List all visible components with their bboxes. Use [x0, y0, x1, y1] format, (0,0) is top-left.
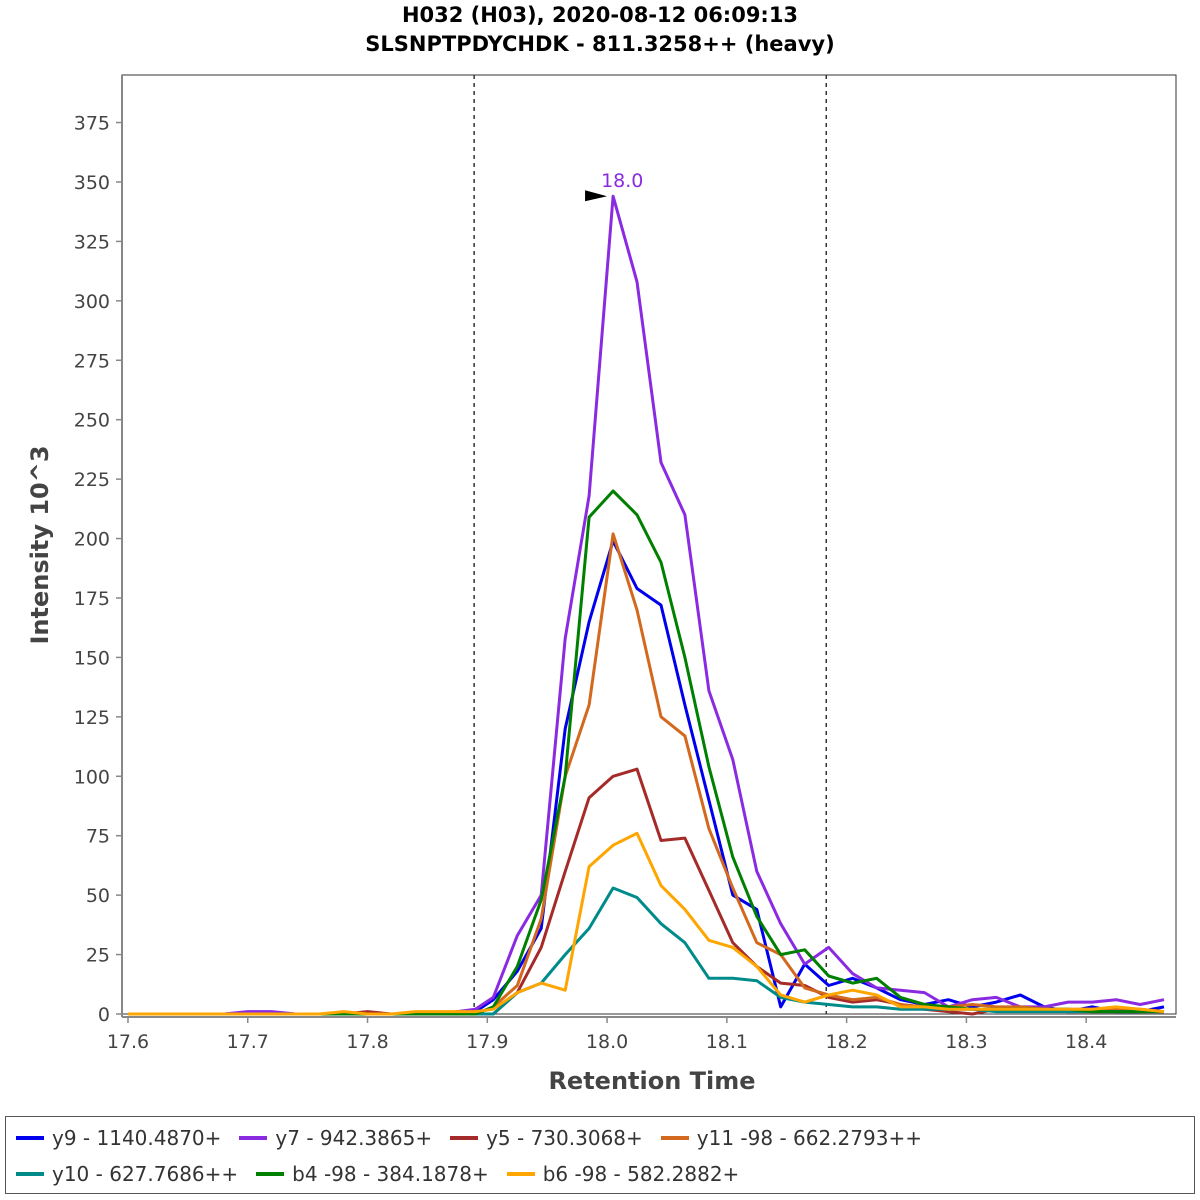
y-tick-label: 275 [74, 350, 110, 372]
legend-item-y7: y7 - 942.3865+ [239, 1126, 432, 1150]
legend-label: y7 - 942.3865+ [275, 1126, 433, 1150]
y-tick-label: 25 [86, 945, 110, 967]
legend-row: y10 - 627.7686++ b4 -98 - 384.1878+ b6 -… [16, 1159, 757, 1189]
x-tick-label: 17.9 [466, 1031, 508, 1053]
series-line-b6 [128, 831, 1165, 1016]
legend: y9 - 1140.4870+ y7 - 942.3865+ y5 - 730.… [5, 1116, 1195, 1194]
y-tick-label: 100 [74, 766, 110, 788]
x-tick-label: 17.7 [227, 1031, 269, 1053]
legend-swatch [506, 1172, 535, 1176]
peak-marker-arrow [585, 190, 608, 202]
legend-label: b6 -98 - 582.2882+ [542, 1162, 740, 1186]
legend-swatch [450, 1136, 479, 1140]
y-tick-label: 75 [86, 826, 110, 848]
y-tick-label: 200 [74, 529, 110, 551]
x-tick-label: 17.6 [107, 1031, 149, 1053]
x-tick-label: 18.0 [586, 1031, 628, 1053]
legend-row: y9 - 1140.4870+ y7 - 942.3865+ y5 - 730.… [16, 1123, 940, 1153]
chart-title: H032 (H03), 2020-08-12 06:09:13 [402, 3, 798, 27]
legend-item-y11: y11 -98 - 662.2793++ [660, 1126, 922, 1150]
x-axis-label: Retention Time [548, 1067, 755, 1095]
x-tick-label: 18.3 [945, 1031, 987, 1053]
y-tick-label: 0 [98, 1004, 110, 1026]
legend-swatch [239, 1136, 268, 1140]
legend-item-y10: y10 - 627.7686++ [16, 1162, 238, 1186]
legend-label: y5 - 730.3068+ [486, 1126, 643, 1150]
y-axis-label: Intensity 10^3 [26, 445, 54, 644]
legend-item-y9: y9 - 1140.4870+ [16, 1126, 221, 1150]
legend-item-b6: b6 -98 - 582.2882+ [506, 1162, 740, 1186]
legend-swatch [660, 1136, 689, 1140]
y-tick-label: 125 [74, 707, 110, 729]
y-tick-label: 225 [74, 469, 110, 491]
y-tick-label: 325 [74, 231, 110, 253]
legend-swatch [16, 1136, 44, 1140]
plot-area: 0 25 50 75 100 125 150 175 200 225 250 275 300 325 350… [74, 74, 1177, 1053]
legend-label: y11 -98 - 662.2793++ [696, 1126, 922, 1150]
legend-label: y9 - 1140.4870+ [52, 1126, 222, 1150]
y-tick-label: 250 [74, 410, 110, 432]
legend-label: y10 - 627.7686++ [52, 1162, 239, 1186]
legend-item-b4: b4 -98 - 384.1878+ [256, 1162, 489, 1186]
y-tick-label: 175 [74, 588, 110, 610]
y-tick-label: 350 [74, 172, 110, 194]
y-tick-label: 50 [86, 885, 110, 907]
x-tick-label: 18.4 [1065, 1031, 1107, 1053]
x-tick-label: 18.2 [825, 1031, 867, 1053]
x-tick-label: 18.1 [706, 1031, 748, 1053]
legend-item-y5: y5 - 730.3068+ [450, 1126, 643, 1150]
legend-swatch [16, 1172, 44, 1176]
chart-subtitle: SLSNPTPDYCHDK - 811.3258++ (heavy) [365, 32, 834, 56]
y-tick-label: 375 [74, 113, 110, 135]
legend-swatch [256, 1172, 285, 1176]
plot-frame [121, 74, 1177, 1015]
legend-label: b4 -98 - 384.1878+ [292, 1162, 489, 1186]
y-tick-label: 150 [74, 647, 110, 669]
chromatogram-chart: H032 (H03), 2020-08-12 06:09:13 SLSNPTPD… [26, 3, 1177, 1095]
peak-label: 18.0 [601, 170, 643, 192]
y-tick-label: 300 [74, 291, 110, 313]
x-tick-label: 17.8 [346, 1031, 388, 1053]
